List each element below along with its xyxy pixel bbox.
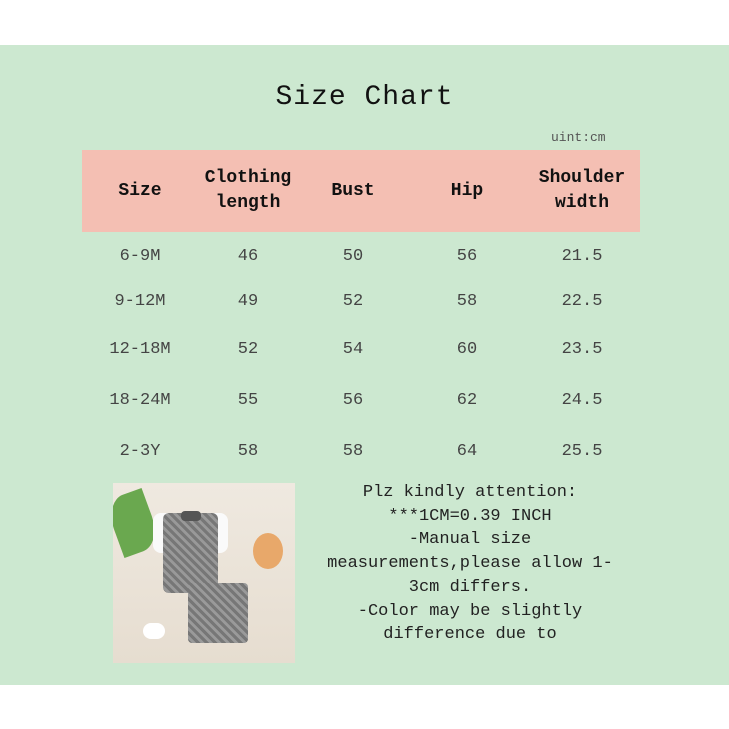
product-photo bbox=[113, 483, 295, 663]
page-title: Size Chart bbox=[275, 82, 454, 113]
table-cell: 58 bbox=[342, 442, 364, 461]
table-cell: 2-3Y bbox=[119, 442, 161, 461]
table-cell: 24.5 bbox=[561, 391, 603, 410]
note-line: difference due to bbox=[383, 625, 557, 645]
table-cell: 50 bbox=[342, 247, 364, 266]
column-header: Clothing length bbox=[204, 168, 292, 213]
shoe bbox=[143, 623, 165, 639]
table-cell: 12-18M bbox=[109, 340, 171, 359]
table-header: Size Clothing length Bust Hip Shoulder width bbox=[82, 150, 640, 232]
table-cell: 56 bbox=[342, 391, 364, 410]
table-cell: 23.5 bbox=[561, 340, 603, 359]
note-line: ***1CM=0.39 INCH bbox=[388, 506, 552, 526]
note-line: -Manual size bbox=[408, 530, 532, 550]
ukulele bbox=[253, 533, 283, 569]
table-cell: 9-12M bbox=[114, 292, 166, 311]
table-cell: 58 bbox=[237, 442, 259, 461]
bow-tie bbox=[181, 511, 201, 521]
note-line: -Color may be slightly bbox=[357, 601, 583, 621]
column-header: Size bbox=[118, 180, 162, 201]
table-cell: 56 bbox=[456, 247, 478, 266]
table-cell: 52 bbox=[342, 292, 364, 311]
table-cell: 25.5 bbox=[561, 442, 603, 461]
table-cell: 60 bbox=[456, 340, 478, 359]
table-cell: 49 bbox=[237, 292, 259, 311]
table-cell: 46 bbox=[237, 247, 259, 266]
note-line: Plz kindly attention: bbox=[362, 483, 578, 502]
table-cell: 52 bbox=[237, 340, 259, 359]
note-line: 3cm differs. bbox=[408, 577, 532, 597]
table-cell: 22.5 bbox=[561, 292, 603, 311]
shorts bbox=[188, 583, 248, 643]
table-cell: 64 bbox=[456, 442, 478, 461]
table-cell: 6-9M bbox=[119, 247, 161, 266]
attention-note: Plz kindly attention: ***1CM=0.39 INCH -Ma… bbox=[305, 481, 635, 647]
column-header: Shoulder width bbox=[538, 168, 626, 213]
table-cell: 58 bbox=[456, 292, 478, 311]
table-cell: 62 bbox=[456, 391, 478, 410]
table-cell: 55 bbox=[237, 391, 259, 410]
table-cell: 18-24M bbox=[109, 391, 171, 410]
vest bbox=[163, 513, 218, 593]
column-header: Hip bbox=[450, 180, 484, 201]
note-line: measurements,please allow 1- bbox=[327, 554, 613, 574]
unit-label: uint:cm bbox=[551, 130, 606, 145]
table-cell: 21.5 bbox=[561, 247, 603, 266]
table-cell: 54 bbox=[342, 340, 364, 359]
column-header: Bust bbox=[331, 180, 375, 201]
